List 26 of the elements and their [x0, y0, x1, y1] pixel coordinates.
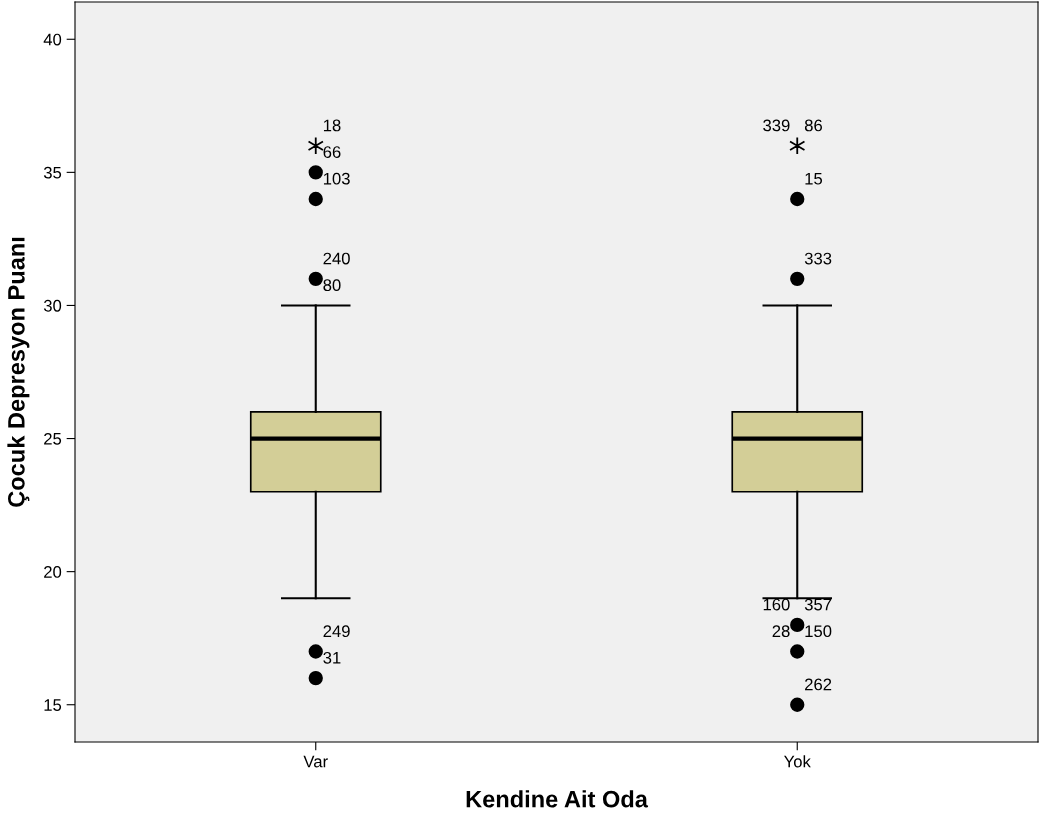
- annotation: 15: [805, 172, 823, 185]
- y-axis-title: Çocuk Depresyon Puanı: [7, 237, 30, 507]
- y-tick-label: 25: [44, 432, 62, 445]
- x-tick-label: Yok: [784, 755, 811, 768]
- y-tick-label: 40: [43, 33, 62, 46]
- annotation: 249: [323, 625, 350, 638]
- annotation: 80: [323, 279, 341, 292]
- annotation: 31: [323, 651, 341, 664]
- y-tick-label: 15: [44, 699, 62, 711]
- annotation: 66: [323, 146, 341, 158]
- annotation: 262: [805, 678, 832, 691]
- annotation: 240: [323, 252, 350, 265]
- annotation: 357: [804, 598, 832, 611]
- annotation: 333: [804, 252, 832, 265]
- y-tick-label: 20: [44, 566, 62, 578]
- annotation: 86: [804, 119, 822, 132]
- annotation: 18: [323, 119, 341, 132]
- y-tick-label: 35: [43, 166, 62, 179]
- annotation: 103: [323, 172, 350, 185]
- annotation: 28: [772, 625, 790, 638]
- annotation: 150: [805, 625, 832, 638]
- x-tick-label: Var: [303, 755, 328, 768]
- annotation: 339: [763, 119, 790, 132]
- x-axis-title: Kendine Ait Oda: [466, 790, 649, 808]
- annotation: 160: [763, 598, 790, 611]
- y-tick-label: 30: [43, 299, 62, 312]
